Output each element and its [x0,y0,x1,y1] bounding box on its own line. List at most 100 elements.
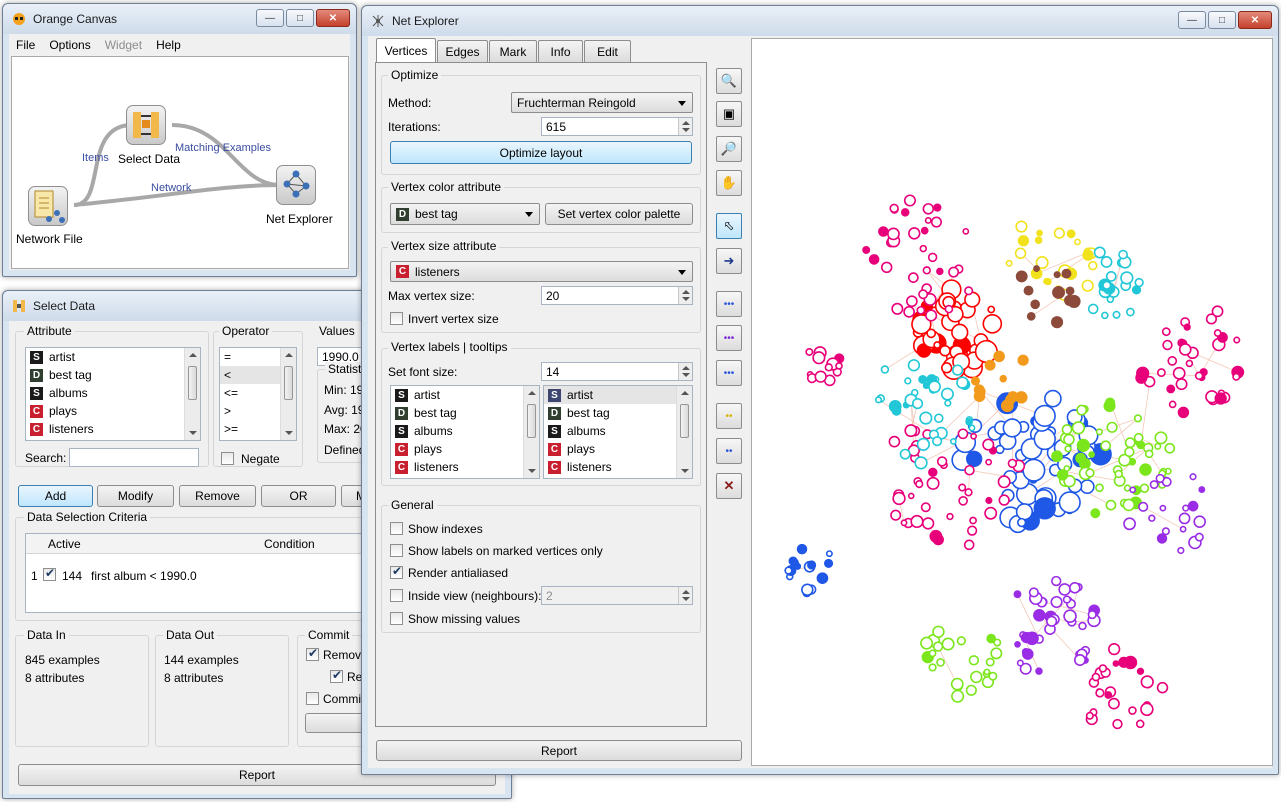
graph-vertex[interactable] [922,203,935,215]
graph-vertex[interactable] [1135,719,1145,729]
graph-vertex[interactable] [966,450,983,468]
graph-vertex[interactable] [1088,260,1098,271]
graph-vertex[interactable] [1034,236,1043,245]
graph-vertex[interactable] [904,377,912,385]
graph-vertex[interactable] [1128,706,1137,715]
graph-vertex[interactable] [990,647,1003,660]
graph-vertex[interactable] [936,456,948,467]
graph-vertex[interactable] [1154,431,1168,445]
graph-vertex[interactable] [983,668,991,676]
graph-vertex[interactable] [890,509,902,521]
network-graph[interactable] [752,39,1272,765]
zoom-icon[interactable]: 🔍 [716,68,742,94]
graph-vertex[interactable] [1135,371,1148,384]
graph-vertex[interactable] [1182,504,1190,512]
graph-vertex[interactable] [922,266,931,275]
graph-vertex[interactable] [1194,532,1204,542]
graph-vertex[interactable] [1085,711,1094,720]
graph-vertex[interactable] [1134,277,1144,288]
graph-vertex[interactable] [1033,427,1056,451]
graph-vertex[interactable] [1051,450,1063,463]
graph-vertex[interactable] [1168,400,1177,409]
graph-vertex[interactable] [1051,316,1064,329]
graph-vertex[interactable] [907,272,919,283]
graph-vertex[interactable] [1120,271,1134,285]
graph-vertex[interactable] [1015,503,1034,521]
graph-vertex[interactable] [1015,391,1028,404]
graph-vertex[interactable] [1015,220,1028,233]
graph-vertex[interactable] [1088,451,1095,458]
graph-vertex[interactable] [1061,424,1073,435]
inside-view-stepper[interactable]: 2 [541,586,693,605]
graph-vertex[interactable] [911,398,924,410]
optimize-layout-button[interactable]: Optimize layout [390,141,692,164]
graph-vertex[interactable] [1013,590,1022,599]
list-item[interactable]: > [224,404,232,418]
graph-vertex[interactable] [919,244,928,253]
graph-vertex[interactable] [1185,359,1194,368]
minimize-button[interactable]: — [1178,11,1206,29]
graph-vertex[interactable] [1046,615,1058,627]
graph-vertex[interactable] [1105,499,1117,511]
graph-vertex[interactable] [941,362,953,374]
graph-vertex[interactable] [970,670,983,684]
graph-vertex[interactable] [984,359,996,371]
graph-vertex[interactable] [1069,582,1081,594]
graph-vertex[interactable] [906,295,918,308]
network-file-node-icon[interactable] [28,186,68,226]
graph-vertex[interactable] [1139,483,1150,493]
graph-vertex[interactable] [835,362,843,370]
graph-vertex[interactable] [1162,339,1173,351]
graph-vertex[interactable] [1179,525,1187,533]
graph-vertex[interactable] [1051,575,1062,587]
graph-vertex[interactable] [796,543,808,555]
graph-vertex[interactable] [1065,286,1075,296]
send-marked-icon[interactable]: ➜ [716,248,742,274]
report-button[interactable]: Report [376,740,742,761]
graph-vertex[interactable] [985,496,993,504]
graph-vertex[interactable] [1035,667,1043,675]
graph-vertex[interactable] [1079,479,1095,494]
or-button[interactable]: OR [261,485,336,507]
graph-vertex[interactable] [1172,366,1186,380]
graph-vertex[interactable] [1149,480,1159,490]
graph-vertex[interactable] [925,309,938,322]
graph-vertex[interactable] [916,437,930,451]
graph-vertex[interactable] [918,374,928,384]
graph-vertex[interactable] [900,519,908,527]
graph-vertex[interactable] [907,359,921,372]
graph-vertex[interactable] [966,525,978,536]
invert-vertex-size-checkbox[interactable] [390,312,403,325]
graph-vertex[interactable] [932,641,944,652]
select-arrow-icon[interactable]: ⬁ [716,213,742,239]
add-button[interactable]: Add [18,485,93,507]
graph-vertex[interactable] [957,428,969,440]
list-item[interactable]: < [220,366,296,384]
graph-vertex[interactable] [801,583,814,597]
graph-vertex[interactable] [899,448,911,460]
graph-vertex[interactable] [970,376,981,386]
graph-vertex[interactable] [1122,498,1136,512]
graph-vertex[interactable] [816,572,829,584]
graph-vertex[interactable] [915,479,924,489]
graph-vertex[interactable] [1213,329,1222,337]
graph-vertex[interactable] [939,344,951,357]
graph-vertex[interactable] [1017,235,1030,247]
graph-vertex[interactable] [824,363,833,372]
graph-vertex[interactable] [1102,280,1112,290]
graph-vertex[interactable] [999,374,1008,383]
labels-scrollbar[interactable] [523,386,539,478]
graph-vertex[interactable] [951,364,964,376]
graph-vertex[interactable] [900,208,910,217]
graph-vertex[interactable] [889,203,899,214]
graph-vertex[interactable] [1198,486,1206,494]
remove-checkbox[interactable] [306,646,319,661]
mark-yellow-icon[interactable]: •• [716,403,742,429]
graph-vertex[interactable] [928,663,937,672]
maximize-button[interactable]: □ [1208,11,1236,29]
